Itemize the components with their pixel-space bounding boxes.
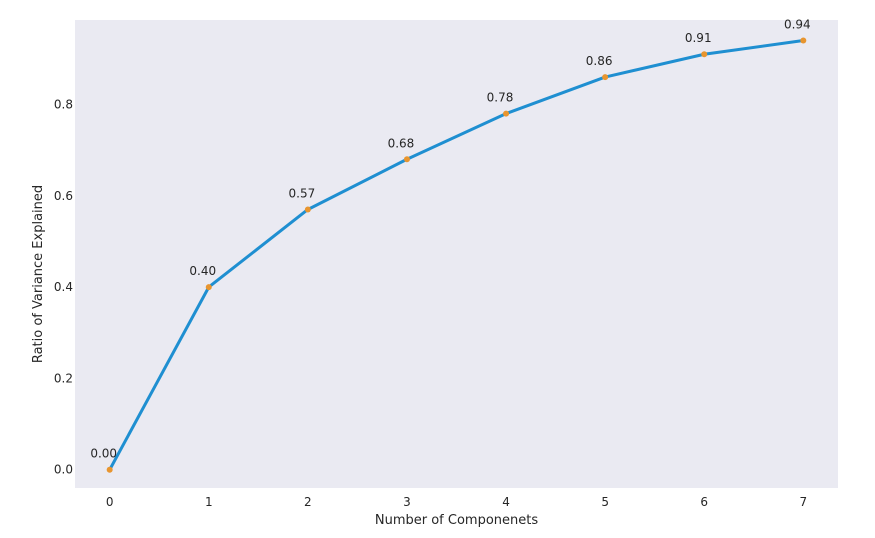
x-tick-label: 1 — [205, 495, 213, 509]
x-tick-label: 0 — [106, 495, 114, 509]
data-point — [205, 284, 212, 291]
y-axis-ticks: 0.0 0.2 0.4 0.6 0.8 — [54, 97, 73, 476]
data-point — [403, 156, 410, 163]
data-label: 0.68 — [388, 136, 415, 150]
data-point — [701, 51, 708, 58]
y-axis-title: Ratio of Variance Explained — [31, 185, 46, 363]
data-point — [106, 466, 113, 473]
y-tick-label: 0.6 — [54, 189, 73, 203]
x-tick-label: 7 — [799, 495, 807, 509]
data-label: 0.94 — [784, 18, 811, 32]
y-tick-label: 0.0 — [54, 463, 73, 477]
y-tick-label: 0.8 — [54, 97, 73, 111]
x-tick-label: 2 — [304, 495, 312, 509]
x-axis-ticks: 0 1 2 3 4 5 6 7 — [106, 495, 807, 509]
data-point — [800, 37, 807, 44]
x-axis-title: Number of Componenets — [375, 513, 538, 528]
x-tick-label: 3 — [403, 495, 411, 509]
data-labels: 0.00 0.40 0.57 0.68 0.78 0.86 0.91 0.94 — [90, 18, 810, 461]
data-label: 0.57 — [289, 186, 316, 200]
y-tick-label: 0.4 — [54, 280, 73, 294]
x-tick-label: 6 — [700, 495, 708, 509]
series-line — [108, 39, 805, 472]
data-label: 0.00 — [90, 447, 117, 461]
y-tick-label: 0.2 — [54, 371, 73, 385]
data-point — [503, 110, 510, 117]
x-tick-label: 4 — [502, 495, 510, 509]
data-label: 0.78 — [487, 91, 514, 105]
data-point — [602, 74, 609, 81]
data-label: 0.86 — [586, 54, 613, 68]
plot-area — [75, 20, 838, 488]
data-label: 0.91 — [685, 31, 712, 45]
data-label: 0.40 — [189, 264, 216, 278]
x-tick-label: 5 — [601, 495, 609, 509]
series-layer — [106, 37, 807, 473]
data-point — [304, 206, 311, 213]
